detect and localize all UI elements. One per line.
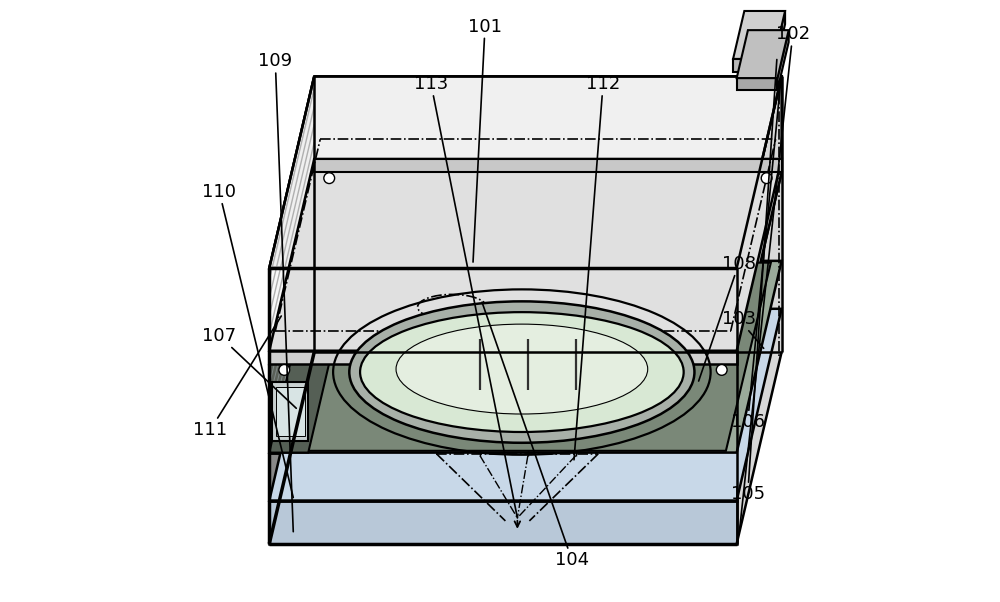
Polygon shape: [280, 262, 771, 451]
Polygon shape: [269, 351, 737, 364]
Polygon shape: [314, 159, 782, 172]
Polygon shape: [269, 159, 782, 351]
Ellipse shape: [396, 324, 648, 414]
Text: 103: 103: [722, 310, 764, 349]
Polygon shape: [269, 172, 782, 364]
Text: 102: 102: [740, 25, 810, 529]
Text: 106: 106: [731, 84, 780, 431]
Circle shape: [716, 365, 727, 375]
Polygon shape: [733, 59, 774, 72]
Text: 104: 104: [482, 302, 589, 569]
Polygon shape: [269, 268, 737, 364]
Ellipse shape: [349, 302, 694, 443]
Text: 110: 110: [202, 183, 293, 497]
Polygon shape: [777, 30, 789, 90]
Ellipse shape: [360, 312, 684, 432]
Text: 107: 107: [202, 327, 296, 408]
Polygon shape: [269, 261, 353, 453]
Polygon shape: [737, 76, 782, 544]
Polygon shape: [269, 172, 314, 453]
Polygon shape: [269, 76, 782, 268]
Circle shape: [324, 173, 335, 184]
Polygon shape: [269, 76, 314, 268]
Polygon shape: [774, 11, 785, 72]
Polygon shape: [737, 78, 777, 90]
Circle shape: [279, 365, 290, 375]
Polygon shape: [733, 11, 785, 59]
Polygon shape: [269, 500, 737, 544]
Text: 108: 108: [699, 255, 756, 381]
Polygon shape: [269, 364, 737, 453]
Polygon shape: [269, 309, 782, 500]
Text: 109: 109: [258, 52, 293, 532]
Text: 105: 105: [731, 60, 777, 503]
Text: 112: 112: [574, 75, 620, 460]
Polygon shape: [269, 76, 314, 544]
Polygon shape: [737, 76, 782, 364]
Text: 113: 113: [414, 75, 517, 518]
Polygon shape: [276, 386, 305, 436]
Text: 111: 111: [193, 316, 281, 439]
Text: 101: 101: [468, 17, 502, 262]
Polygon shape: [737, 30, 789, 78]
Polygon shape: [269, 261, 782, 453]
Polygon shape: [272, 382, 308, 441]
Circle shape: [761, 173, 772, 184]
Polygon shape: [269, 453, 737, 500]
